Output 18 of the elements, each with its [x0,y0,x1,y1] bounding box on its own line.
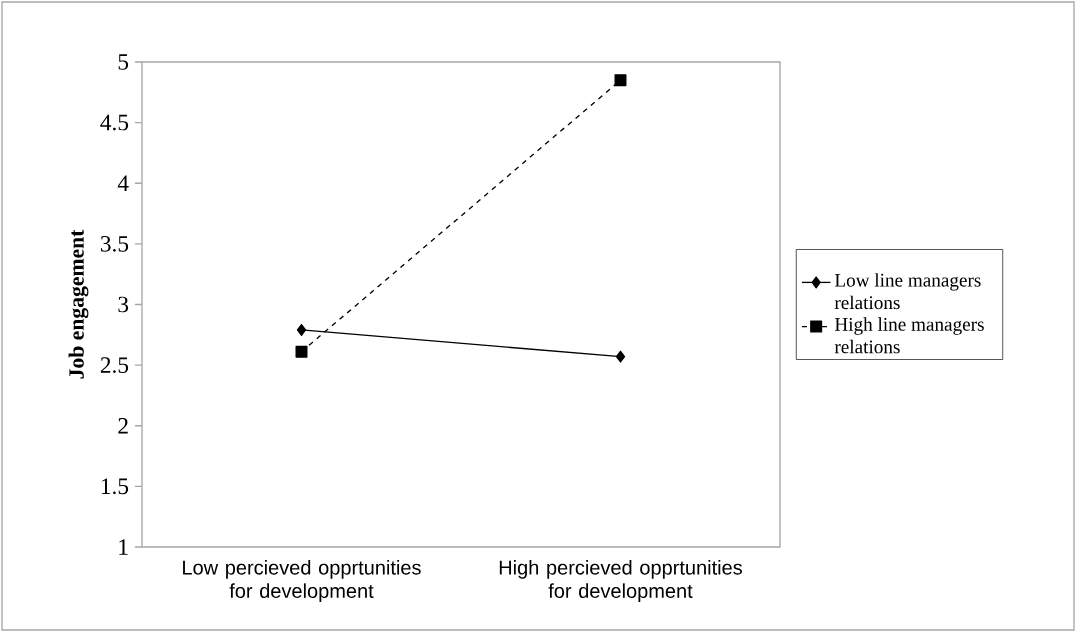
y-tick-label: 4 [117,175,129,191]
y-tick-label: 3.5 [100,235,129,252]
y-tick-label: 1 [119,539,128,555]
x-tick-label: High percieved opprtunities for development [499,560,742,602]
point [614,74,627,87]
point [295,345,308,358]
y-axis-title: Job engagement [68,229,89,379]
legend-label: Low line managers relations [834,273,981,310]
y-tick-label: 5 [118,54,129,70]
x-tick-label: Low percieved opprtunities for development [183,560,421,602]
y-tick-label: 2 [118,418,128,434]
y-tick-label: 4.5 [100,114,129,131]
y-tick-label: 3 [118,296,129,313]
legend-label: High line managers relations [834,317,984,354]
point [615,350,626,363]
point [296,323,307,336]
y-tick-label: 1.5 [101,478,129,495]
y-tick-label: 2.5 [100,357,129,374]
